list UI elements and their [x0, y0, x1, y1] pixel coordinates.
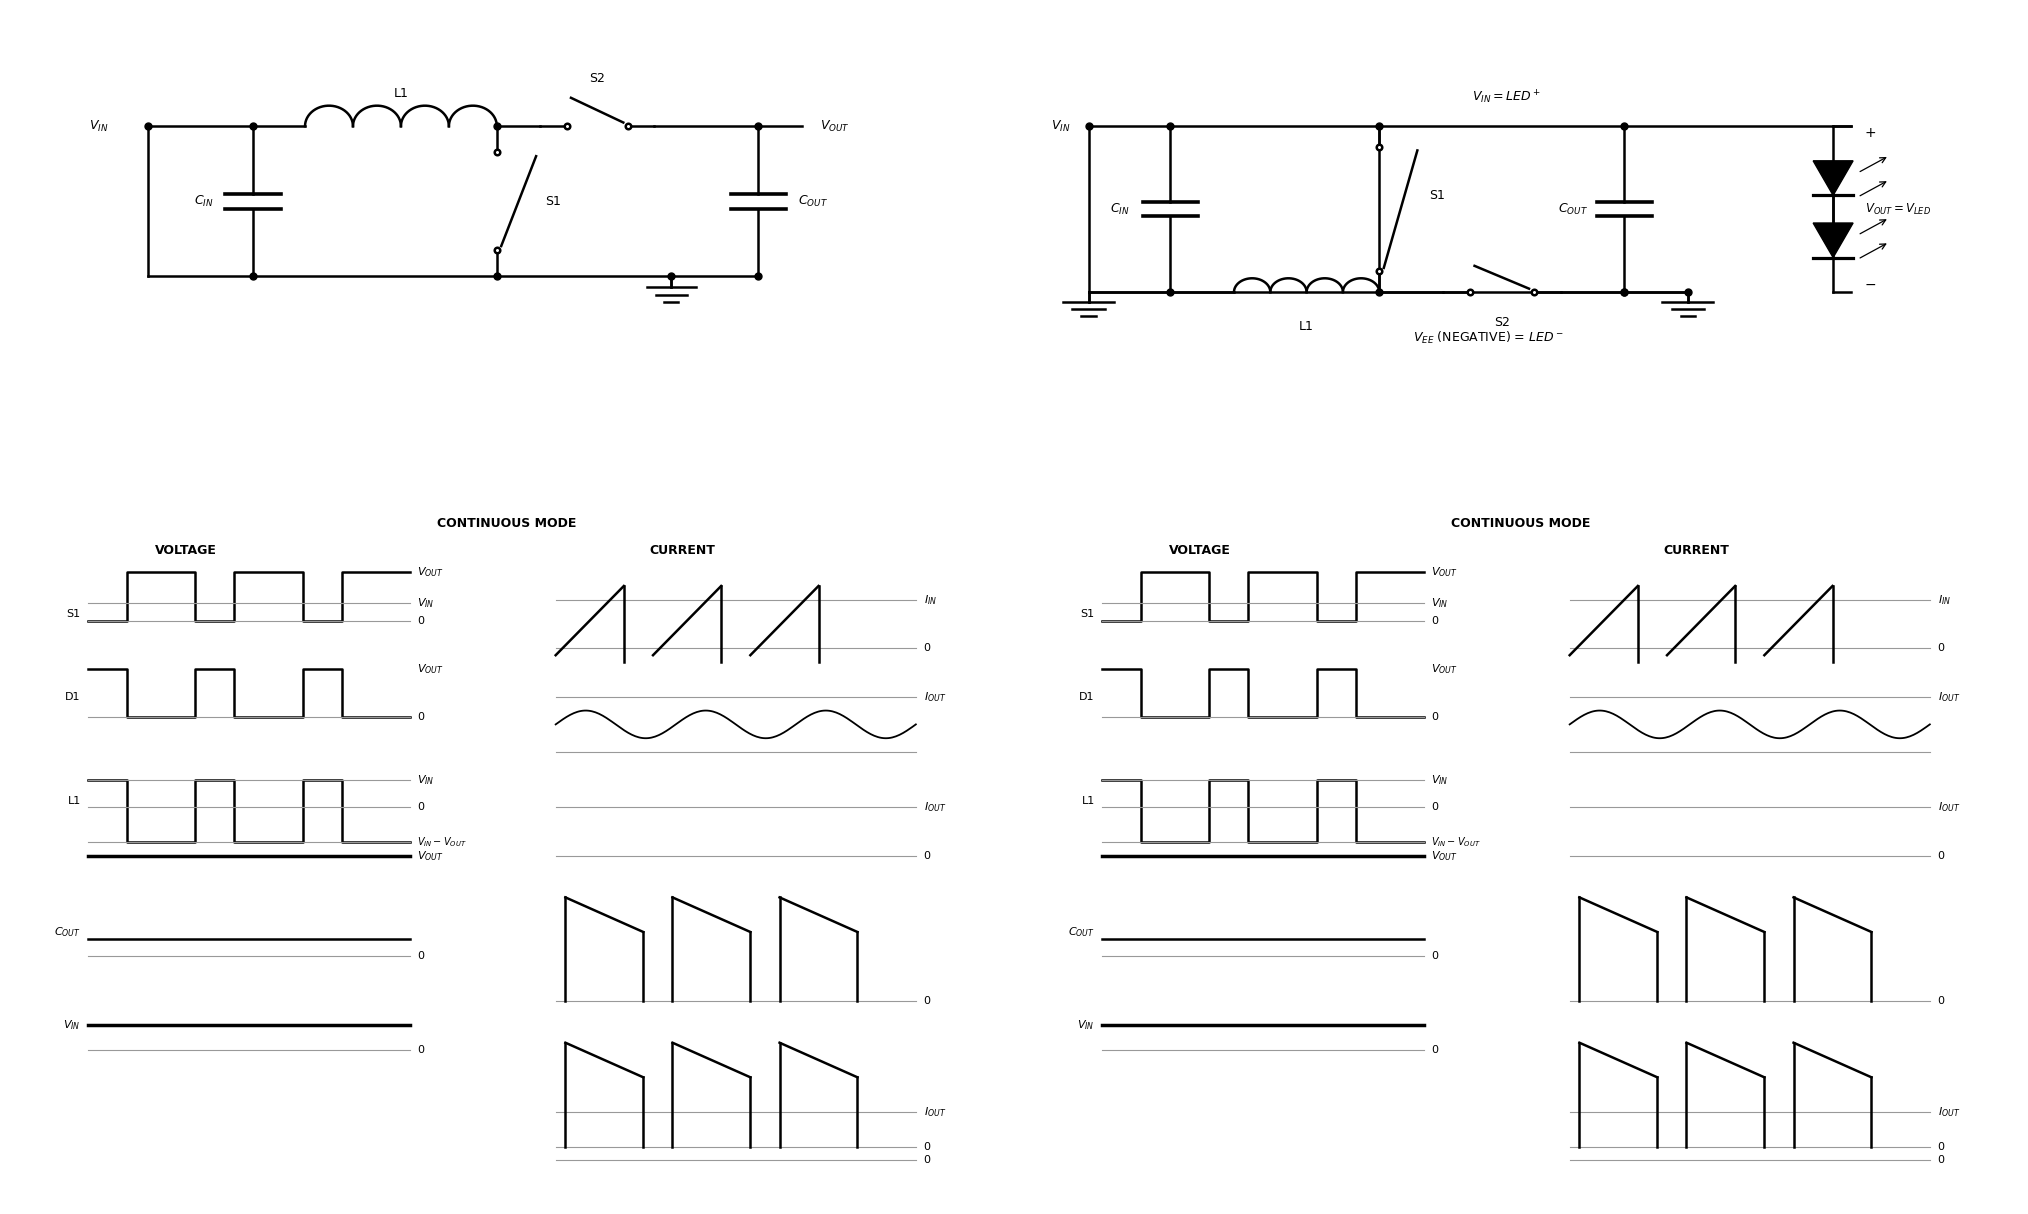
Text: $V_{IN}$: $V_{IN}$	[1432, 596, 1448, 611]
Text: 0: 0	[923, 1141, 931, 1152]
Text: CURRENT: CURRENT	[649, 544, 716, 557]
Polygon shape	[1813, 223, 1854, 257]
Text: 0: 0	[1432, 1044, 1438, 1055]
Text: L1: L1	[1081, 795, 1095, 806]
Text: 0: 0	[1432, 713, 1438, 722]
Text: $V_{OUT} = V_{LED}$: $V_{OUT} = V_{LED}$	[1866, 202, 1931, 217]
Text: +: +	[1866, 126, 1876, 140]
Text: $I_{OUT}$: $I_{OUT}$	[1937, 690, 1959, 704]
Text: L1: L1	[393, 87, 408, 100]
Text: $V_{IN}-V_{OUT}$: $V_{IN}-V_{OUT}$	[418, 835, 466, 849]
Text: S2: S2	[1495, 317, 1509, 329]
Polygon shape	[1813, 160, 1854, 195]
Text: CONTINUOUS MODE: CONTINUOUS MODE	[438, 517, 576, 529]
Text: $V_{IN}$: $V_{IN}$	[1432, 773, 1448, 787]
Text: $V_{OUT}$: $V_{OUT}$	[1432, 662, 1458, 676]
Text: 0: 0	[418, 952, 424, 961]
Text: $V_{OUT}$: $V_{OUT}$	[418, 566, 444, 579]
Text: CURRENT: CURRENT	[1663, 544, 1730, 557]
Text: $C_{IN}$: $C_{IN}$	[195, 193, 213, 209]
Text: 0: 0	[418, 802, 424, 812]
Text: S1: S1	[1081, 608, 1095, 619]
Text: $I_{OUT}$: $I_{OUT}$	[923, 1105, 945, 1119]
Text: 0: 0	[923, 997, 931, 1006]
Text: $C_{OUT}$: $C_{OUT}$	[1069, 925, 1095, 938]
Text: L1: L1	[1300, 319, 1314, 333]
Text: 0: 0	[1432, 802, 1438, 812]
Text: $C_{OUT}$: $C_{OUT}$	[55, 925, 81, 938]
Text: $I_{OUT}$: $I_{OUT}$	[1937, 1105, 1959, 1119]
Text: $C_{OUT}$: $C_{OUT}$	[1558, 202, 1588, 217]
Text: 0: 0	[923, 1156, 931, 1165]
Text: $V_{IN}$: $V_{IN}$	[418, 596, 434, 611]
Text: D1: D1	[65, 692, 81, 702]
Text: CONTINUOUS MODE: CONTINUOUS MODE	[1452, 517, 1590, 529]
Text: 0: 0	[1937, 1141, 1945, 1152]
Text: $V_{IN}$: $V_{IN}$	[63, 1019, 81, 1032]
Text: 0: 0	[1937, 643, 1945, 653]
Text: 0: 0	[1432, 615, 1438, 625]
Text: 0: 0	[418, 615, 424, 625]
Text: $V_{OUT}$: $V_{OUT}$	[819, 119, 850, 134]
Text: S1: S1	[546, 194, 560, 208]
Text: L1: L1	[67, 795, 81, 806]
Text: 0: 0	[1937, 997, 1945, 1006]
Text: VOLTAGE: VOLTAGE	[154, 544, 217, 557]
Text: $V_{IN} = LED^+$: $V_{IN} = LED^+$	[1472, 89, 1541, 106]
Text: 0: 0	[418, 713, 424, 722]
Text: $V_{IN}$: $V_{IN}$	[418, 773, 434, 787]
Text: 0: 0	[1937, 851, 1945, 861]
Text: $V_{IN}$: $V_{IN}$	[1077, 1019, 1095, 1032]
Text: $V_{IN}$: $V_{IN}$	[89, 119, 110, 134]
Text: $V_{IN}-V_{OUT}$: $V_{IN}-V_{OUT}$	[1432, 835, 1480, 849]
Text: $I_{IN}$: $I_{IN}$	[923, 592, 937, 607]
Text: $I_{OUT}$: $I_{OUT}$	[923, 800, 945, 815]
Text: $V_{EE}$ (NEGATIVE) = $LED^-$: $V_{EE}$ (NEGATIVE) = $LED^-$	[1414, 330, 1564, 346]
Text: 0: 0	[923, 851, 931, 861]
Text: S2: S2	[590, 72, 604, 85]
Text: $I_{OUT}$: $I_{OUT}$	[923, 690, 945, 704]
Text: 0: 0	[1432, 952, 1438, 961]
Text: S1: S1	[1430, 189, 1446, 202]
Text: 0: 0	[923, 643, 931, 653]
Text: $C_{OUT}$: $C_{OUT}$	[797, 193, 827, 209]
Text: −: −	[1866, 278, 1876, 293]
Text: $V_{IN}$: $V_{IN}$	[1051, 119, 1071, 134]
Text: $V_{OUT}$: $V_{OUT}$	[418, 849, 444, 863]
Text: $C_{IN}$: $C_{IN}$	[1109, 202, 1130, 217]
Text: 0: 0	[1937, 1156, 1945, 1165]
Text: VOLTAGE: VOLTAGE	[1168, 544, 1231, 557]
Text: $V_{OUT}$: $V_{OUT}$	[1432, 566, 1458, 579]
Text: $V_{OUT}$: $V_{OUT}$	[418, 662, 444, 676]
Text: $I_{IN}$: $I_{IN}$	[1937, 592, 1951, 607]
Text: $I_{OUT}$: $I_{OUT}$	[1937, 800, 1959, 815]
Text: 0: 0	[418, 1044, 424, 1055]
Text: D1: D1	[1079, 692, 1095, 702]
Text: $V_{OUT}$: $V_{OUT}$	[1432, 849, 1458, 863]
Text: S1: S1	[67, 608, 81, 619]
